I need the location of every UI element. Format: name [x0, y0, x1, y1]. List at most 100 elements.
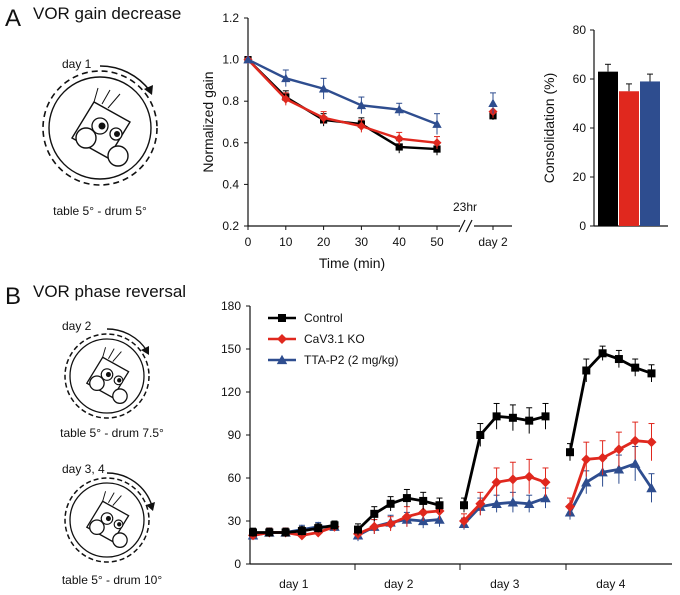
consolidation-bar-2 — [640, 81, 660, 226]
phase-point-square-marker — [614, 355, 623, 364]
phase-point-triangle-marker — [646, 482, 657, 493]
phase-point-square-marker — [631, 363, 640, 372]
phase-point-triangle-marker — [491, 498, 502, 508]
phase-point-square-marker — [460, 501, 468, 510]
gain-series-line — [247, 58, 438, 126]
phase-point-diamond-marker — [507, 474, 518, 485]
phase-point-diamond-marker — [418, 507, 429, 518]
consolidation-bar-1 — [619, 91, 639, 226]
gain-point-square-marker — [395, 143, 403, 151]
schematic-b1-day-label: day 2 — [62, 319, 92, 333]
gain-point-triangle-marker — [394, 104, 404, 114]
phase-series-line — [462, 475, 546, 522]
phase-ytick-label: 120 — [221, 385, 241, 399]
phase-point-triangle-marker — [540, 492, 551, 503]
panel-a-letter: A — [5, 5, 21, 32]
drum-circle — [64, 333, 150, 419]
consolidation-ytick-label: 0 — [579, 219, 586, 233]
schematic-b2-caption: table 5° - drum 10° — [62, 573, 163, 587]
phase-point-square-marker — [370, 509, 379, 518]
consolidation-chart: 0 20 40 60 80 Consolidation (%) — [541, 23, 668, 233]
gain-point-triangle-marker — [356, 100, 367, 110]
arrowhead-icon — [146, 502, 155, 511]
table-circle — [69, 338, 145, 414]
phase-ytick-label: 60 — [228, 471, 242, 485]
gain-series-2 — [243, 54, 498, 135]
gain-ytick-label: 0.8 — [222, 94, 239, 108]
consolidation-error-bar — [605, 63, 611, 72]
arrowhead-icon — [144, 85, 153, 95]
schematic-a-day-label: day 1 — [62, 57, 92, 71]
gain-series-line — [247, 58, 438, 144]
consolidation-ytick-label: 20 — [573, 170, 587, 184]
gain-xtick-label: 50 — [430, 235, 444, 249]
gain-xtick-label: 30 — [355, 235, 369, 249]
phase-point-triangle-marker — [507, 497, 519, 507]
legend-triangle-marker — [276, 354, 288, 365]
phase-point-square-marker — [647, 369, 656, 378]
phase-point-triangle-marker — [613, 464, 625, 474]
mouse-head-icon — [85, 347, 130, 405]
schematic-b2-day-label: day 3, 4 — [62, 462, 105, 476]
phase-point-square-marker — [435, 501, 444, 510]
gain-ytick-label: 0.4 — [222, 177, 239, 191]
phase-point-square-marker — [582, 366, 591, 375]
phase-point-diamond-marker — [565, 501, 575, 512]
phase-series-2 — [247, 445, 657, 542]
consolidation-ytick-label: 60 — [573, 72, 587, 86]
gain-point-diamond-marker — [432, 138, 442, 148]
schematic-a-caption: table 5° - drum 5° — [53, 204, 147, 218]
consolidation-y-title: Consolidation (%) — [541, 73, 557, 184]
phase-point-triangle-marker — [524, 498, 535, 508]
legend-label-2: TTA-P2 (2 mg/kg) — [304, 353, 398, 367]
axis-break-icon — [458, 219, 473, 233]
phase-point-square-marker — [265, 528, 274, 537]
gain-xtick-label: 20 — [317, 235, 331, 249]
gain-chart: 0.2 0.4 0.6 0.8 1.0 1.2 0 10 20 30 40 50 23hr day … — [200, 11, 512, 271]
gain-xtick-label: 0 — [245, 235, 252, 249]
rotation-arrow-icon — [99, 65, 151, 92]
phase-point-square-marker — [476, 431, 485, 439]
phase-series-line — [462, 414, 546, 506]
gain-break-label: 23hr — [453, 200, 477, 214]
phase-point-diamond-marker — [540, 477, 551, 488]
phase-point-diamond-marker — [491, 477, 502, 488]
panel-a-title: VOR gain decrease — [33, 4, 181, 23]
gain-xtick-label: 10 — [279, 235, 293, 249]
gain-ytick-label: 1.2 — [222, 11, 239, 25]
phase-point-diamond-marker — [630, 435, 641, 446]
legend-label-0: Control — [304, 311, 343, 325]
schematic-b1-caption: table 5° - drum 7.5° — [60, 426, 164, 440]
mouse-head-icon — [71, 87, 131, 167]
phase-point-diamond-marker — [613, 444, 624, 455]
phase-point-diamond-marker — [597, 452, 608, 463]
gain-x-title: Time (min) — [319, 255, 385, 271]
drum-schematic-day3-4 — [64, 472, 155, 563]
gain-day2-triangle-marker — [488, 98, 498, 108]
rotation-arrow-icon — [106, 472, 153, 507]
phase-series-line — [568, 439, 652, 508]
drum-schematic-day2 — [64, 328, 150, 419]
gain-y-title: Normalized gain — [200, 71, 216, 172]
phase-point-square-marker — [419, 496, 428, 505]
phase-series-0 — [249, 345, 656, 537]
phase-series-1 — [248, 421, 657, 541]
phase-point-triangle-marker — [630, 458, 641, 468]
phase-point-square-marker — [297, 527, 306, 536]
rotation-arrow-icon — [106, 328, 148, 352]
phase-point-diamond-marker — [459, 516, 469, 526]
gain-series-1 — [243, 55, 498, 150]
phase-point-triangle-marker — [581, 477, 592, 487]
phase-ytick-label: 90 — [228, 428, 242, 442]
phase-day-label: day 1 — [279, 577, 309, 591]
drum-circle — [42, 70, 158, 186]
table-circle — [69, 482, 145, 558]
mouse-head-icon — [85, 491, 130, 549]
phase-point-square-marker — [354, 525, 362, 534]
gain-point-triangle-marker — [281, 73, 291, 83]
gain-point-diamond-marker — [281, 94, 291, 104]
gain-point-diamond-marker — [394, 134, 404, 144]
gain-ytick-label: 0.2 — [222, 219, 239, 233]
phase-series-line — [462, 496, 546, 525]
